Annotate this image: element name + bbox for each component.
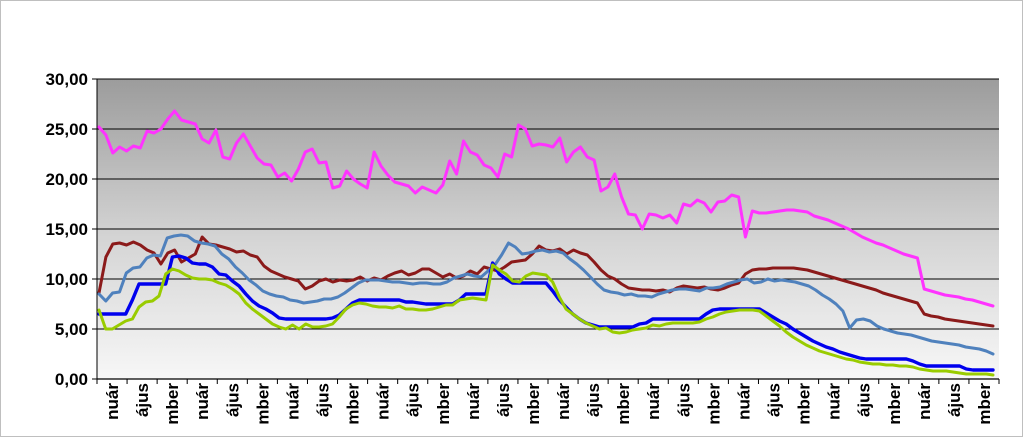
x-tick-label: ájus — [404, 383, 423, 417]
x-tick-label: ájus — [855, 383, 874, 417]
x-tick-label: ájus — [945, 383, 964, 417]
x-tick-label: nuár — [644, 383, 663, 420]
y-axis: 0,00 5,00 10,00 15,00 20,00 25,00 30,00 — [45, 70, 98, 389]
x-tick-label: ájus — [133, 383, 152, 417]
x-tick-label: nuár — [193, 383, 212, 420]
x-axis: nuár ájus mber nuár ájus mber nuár ájus mber nuár… — [96, 378, 1000, 425]
series-line-4 — [97, 254, 995, 372]
x-tick-label: nuár — [374, 383, 393, 420]
x-tick-label: ájus — [584, 383, 603, 417]
series-line-3 — [97, 233, 995, 356]
x-tick-label: nuár — [915, 383, 934, 420]
x-tick-label: ájus — [223, 383, 242, 417]
y-tick-label: 15,00 — [45, 220, 88, 239]
x-tick-label: nuár — [554, 383, 573, 420]
y-tick-label: 5,00 — [55, 320, 88, 339]
x-tick-label: mber — [885, 383, 904, 425]
series-group — [97, 109, 995, 377]
x-tick-label: nuár — [283, 383, 302, 420]
x-tick-label: mber — [614, 383, 633, 425]
x-tick-label: nuár — [734, 383, 753, 420]
x-tick-label: nuár — [825, 383, 844, 420]
y-tick-label: 0,00 — [55, 370, 88, 389]
series-line-5 — [97, 263, 995, 377]
x-tick-label: ájus — [674, 383, 693, 417]
y-tick-label: 25,00 — [45, 120, 88, 139]
x-tick-label: mber — [434, 383, 453, 425]
y-tick-label: 20,00 — [45, 170, 88, 189]
x-tick-label: ájus — [314, 383, 333, 417]
x-tick-label: mber — [524, 383, 543, 425]
x-tick-label: ájus — [494, 383, 513, 417]
x-tick-label: mber — [253, 383, 272, 425]
x-tick-label: mber — [344, 383, 363, 425]
x-tick-label: nuár — [464, 383, 483, 420]
x-tick-label: ájus — [765, 383, 784, 417]
x-tick-label: mber — [704, 383, 723, 425]
y-tick-label: 10,00 — [45, 270, 88, 289]
y-tick-label: 30,00 — [45, 70, 88, 89]
x-tick-label: mber — [163, 383, 182, 425]
x-tick-label: nuár — [103, 383, 122, 420]
series-line-1 — [97, 109, 995, 308]
x-tick-label: mber — [795, 383, 814, 425]
x-tick-label: mber — [975, 383, 994, 425]
